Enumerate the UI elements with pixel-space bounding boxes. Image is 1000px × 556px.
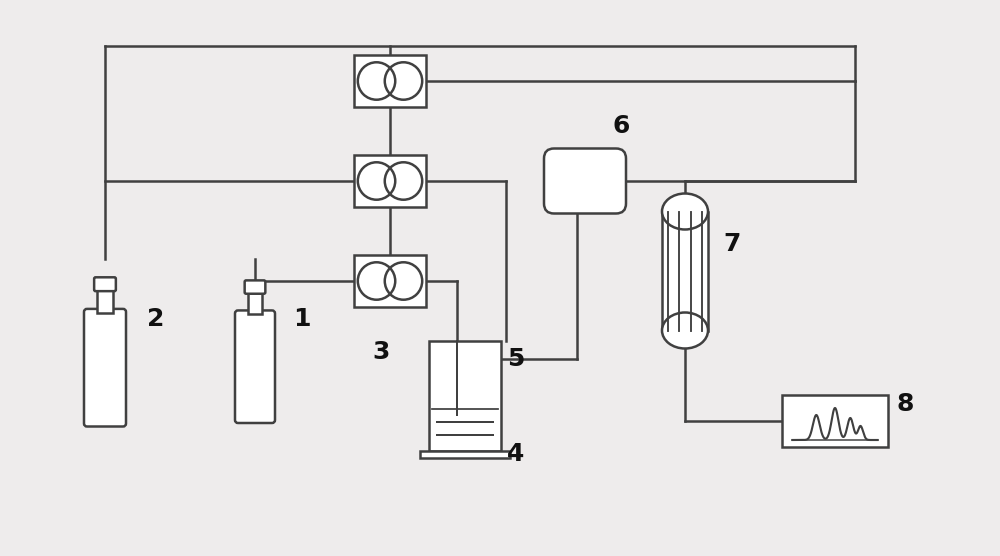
Bar (429, 341, 501, 451)
Bar (420, 451, 510, 458)
Text: 3: 3 (372, 340, 389, 364)
Text: 7: 7 (723, 232, 740, 256)
Text: 4: 4 (507, 442, 524, 466)
Bar (354, 55, 426, 107)
Bar (97, 290, 113, 313)
Text: 5: 5 (507, 347, 524, 371)
Bar (782, 395, 888, 447)
Text: 8: 8 (897, 392, 914, 416)
Bar (354, 255, 426, 307)
Text: 2: 2 (147, 307, 164, 331)
FancyBboxPatch shape (544, 148, 626, 214)
Text: 6: 6 (613, 114, 630, 138)
FancyBboxPatch shape (94, 277, 116, 291)
FancyBboxPatch shape (245, 280, 265, 294)
Bar (662, 211, 708, 330)
FancyBboxPatch shape (235, 310, 275, 423)
FancyBboxPatch shape (84, 309, 126, 426)
Text: 1: 1 (293, 307, 310, 331)
Ellipse shape (662, 312, 708, 349)
Bar (354, 155, 426, 207)
Bar (248, 292, 262, 315)
Ellipse shape (662, 193, 708, 230)
